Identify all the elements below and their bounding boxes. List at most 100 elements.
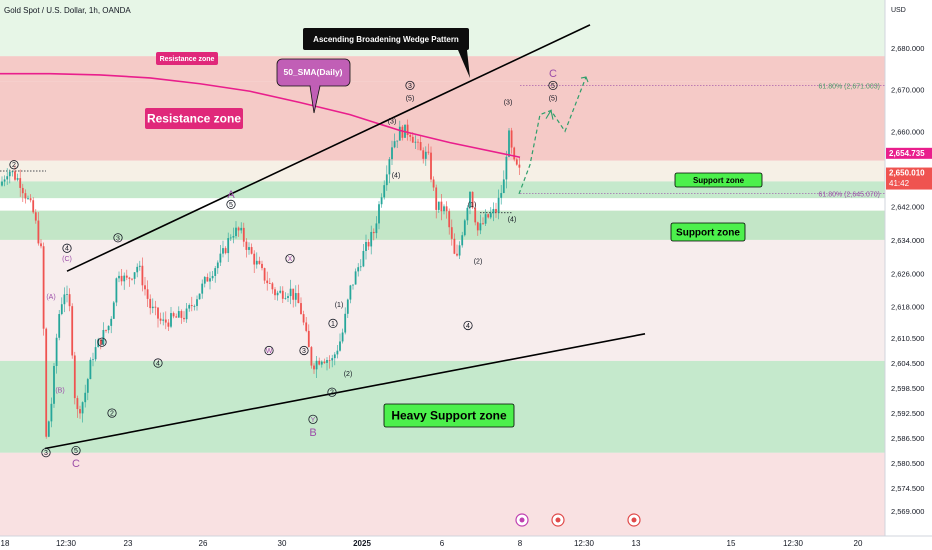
candle-body: [146, 289, 149, 299]
candle-body: [341, 332, 344, 342]
candle-body: [141, 265, 144, 286]
candle-body: [310, 347, 313, 366]
candle-body: [92, 359, 94, 361]
candle-body: [261, 263, 263, 269]
candle-body: [331, 358, 334, 361]
wave-label: 2: [12, 162, 16, 169]
wave-label: (B): [55, 388, 64, 395]
candles-layer: [1, 119, 521, 439]
heavy-support-label: Heavy Support zone: [383, 403, 515, 428]
candle-body: [268, 283, 271, 284]
candle-body: [489, 213, 492, 218]
wave-circle: [97, 337, 107, 347]
wave-circle: [71, 445, 81, 456]
x-tick-label: 2025: [353, 539, 371, 548]
symbol-title[interactable]: Gold Spot / U.S. Dollar, 1h, OANDA: [4, 6, 131, 15]
wedge-line-1: [44, 333, 646, 450]
fib-label-0: 61.80% (2,671.003): [819, 83, 881, 90]
candle-body: [427, 151, 430, 153]
wave-circle: [548, 80, 558, 91]
candle-body: [58, 314, 61, 338]
candle-body: [518, 164, 521, 168]
candle-body: [53, 365, 55, 404]
candle-body: [144, 285, 146, 290]
wave-big-label: B: [309, 427, 316, 439]
candle-body: [466, 207, 469, 221]
candle-body: [292, 288, 295, 300]
candle-body: [157, 307, 159, 319]
candle-body: [222, 248, 224, 254]
candle-body: [365, 242, 367, 251]
candle-body: [375, 223, 378, 234]
candle-body: [297, 293, 300, 304]
candle-body: [323, 361, 326, 363]
candle-body: [185, 308, 188, 320]
candle-body: [401, 126, 404, 138]
wave-label: W: [266, 348, 273, 355]
x-tick-label: 13: [632, 539, 641, 548]
x-tick-label: 20: [854, 539, 863, 548]
candle-body: [115, 278, 118, 303]
candle-body: [162, 319, 165, 321]
candle-body: [287, 296, 289, 298]
y-tick-label: 2,680.000: [891, 44, 924, 53]
candle-body: [227, 238, 230, 254]
wave-big-label: A: [227, 189, 235, 201]
y-axis: 2,569.000 2,574.500 2,580.500 2,586.500 2,59…: [884, 0, 932, 550]
projection-arrowhead: [580, 76, 589, 83]
candle-body: [482, 223, 484, 225]
sma-callout: 50_SMA(Daily): [276, 58, 351, 114]
candle-body: [302, 314, 305, 323]
wave-label: 4: [466, 323, 470, 330]
candle-body: [502, 179, 505, 194]
candle-body: [391, 147, 393, 160]
wave-label: 4: [65, 246, 69, 253]
candle-body: [333, 354, 336, 359]
candle-body: [175, 316, 178, 318]
candle-body: [71, 306, 74, 356]
fib-label-1: 61.80% (2,645.070): [819, 192, 881, 199]
candle-body: [463, 220, 466, 236]
resistance-label-small-text: Resistance zone: [160, 56, 215, 63]
wave-circle: [9, 160, 19, 170]
candle-body: [123, 275, 126, 282]
candle-body: [66, 294, 68, 295]
currency-label[interactable]: USD: [891, 7, 906, 14]
candle-body: [136, 266, 139, 273]
y-tick-label: 2,580.500: [891, 459, 924, 468]
icons-layer: [515, 513, 641, 527]
candle-body: [281, 290, 284, 299]
candle-body: [458, 245, 461, 256]
candle-body: [219, 253, 222, 263]
candle-body: [250, 247, 253, 254]
candle-body: [138, 265, 141, 267]
candle-body: [469, 191, 471, 208]
candle-body: [406, 124, 409, 135]
candle-body: [346, 299, 349, 314]
candle-body: [99, 339, 102, 345]
x-tick-label: 23: [124, 539, 133, 548]
y-tick-label: 2,642.000: [891, 202, 924, 211]
candle-body: [417, 141, 419, 143]
candle-body: [430, 152, 432, 180]
candle-body: [242, 227, 245, 242]
zones-layer: [0, 0, 885, 536]
wave-circle: [463, 320, 473, 331]
candle-body: [510, 130, 513, 148]
x-tick-label: 26: [199, 539, 208, 548]
candle-body: [198, 293, 201, 300]
candle-body: [214, 268, 217, 276]
candle-body: [229, 237, 232, 239]
candle-body: [500, 193, 503, 198]
candle-body: [86, 379, 89, 393]
wave-label: (C): [62, 256, 72, 263]
wave-label: 4: [156, 361, 160, 368]
candle-body: [344, 313, 347, 333]
wave-big-label: C: [549, 68, 557, 80]
candle-body: [209, 278, 211, 282]
x-tick-label: 30: [278, 539, 287, 548]
candle-body: [513, 147, 516, 160]
wave-circle: [328, 318, 338, 328]
candle-body: [326, 360, 328, 363]
